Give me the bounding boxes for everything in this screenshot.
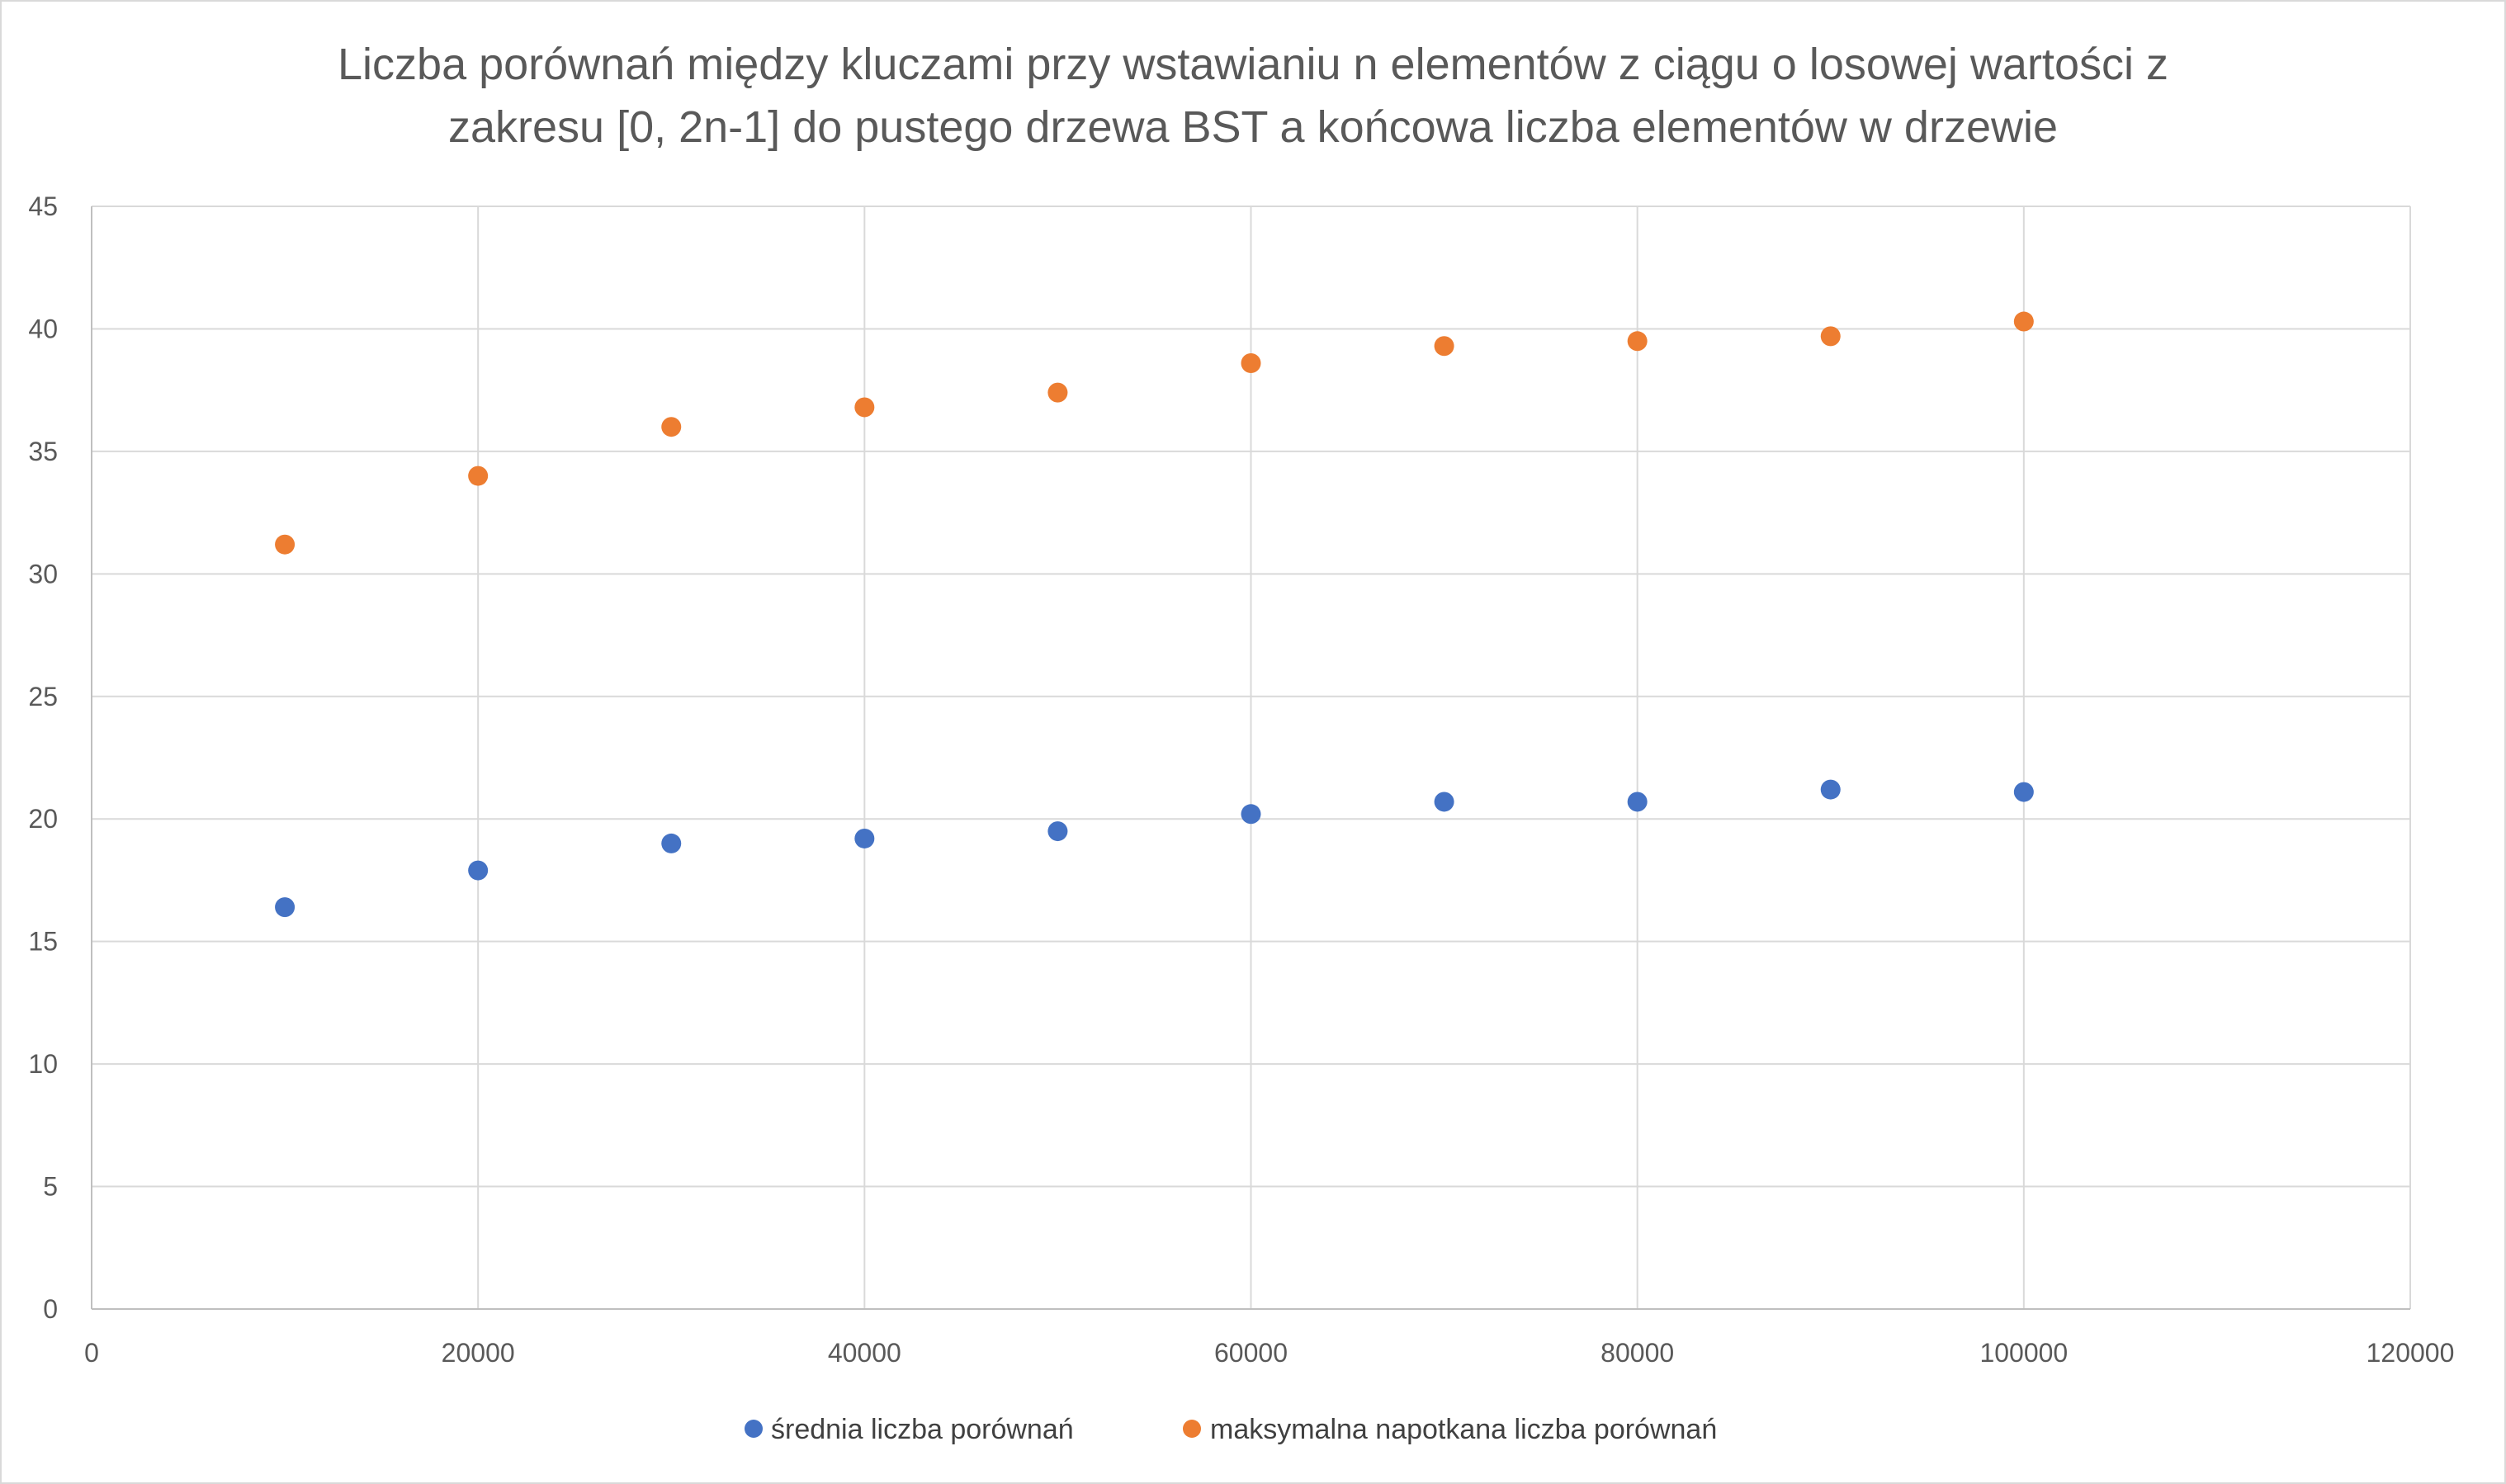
point-maksymalna bbox=[1241, 353, 1261, 374]
legend-label-maksymalna: maksymalna napotkana liczba porównań bbox=[1210, 1414, 1717, 1445]
legend-marker-maksymalna bbox=[1183, 1420, 1201, 1438]
point-srednia bbox=[1434, 792, 1454, 812]
x-tick-label: 80000 bbox=[1601, 1338, 1674, 1368]
y-tick-label: 5 bbox=[43, 1172, 58, 1202]
y-tick-label: 0 bbox=[43, 1294, 58, 1324]
y-tick-label: 35 bbox=[28, 437, 58, 466]
point-maksymalna bbox=[661, 417, 682, 437]
point-srednia bbox=[468, 860, 489, 881]
legend: średnia liczba porównań maksymalna napot… bbox=[745, 1414, 1717, 1445]
point-srednia bbox=[1820, 779, 1841, 800]
x-tick-label: 20000 bbox=[442, 1338, 515, 1368]
x-tick-label: 100000 bbox=[1979, 1338, 2068, 1368]
y-tick-label: 10 bbox=[28, 1049, 58, 1079]
legend-marker-srednia bbox=[745, 1420, 763, 1438]
chart-title-line-1: Liczba porównań między kluczami przy wst… bbox=[338, 40, 2168, 89]
y-tick-label: 30 bbox=[28, 559, 58, 588]
point-maksymalna bbox=[1627, 331, 1648, 352]
chart-title-line-2: zakresu [0, 2n-1] do pustego drzewa BST … bbox=[448, 102, 2058, 152]
axes bbox=[91, 206, 2410, 1310]
point-srednia bbox=[1627, 792, 1648, 812]
point-srednia bbox=[661, 833, 682, 853]
data-points bbox=[275, 311, 2034, 918]
point-srednia bbox=[1241, 804, 1261, 825]
point-maksymalna bbox=[854, 397, 875, 418]
tick-labels: 0 5 10 15 20 25 30 35 40 45 0 20000 40000 60000 80000 1… bbox=[28, 191, 2454, 1368]
x-tick-label: 60000 bbox=[1214, 1338, 1288, 1368]
point-srednia bbox=[2013, 782, 2034, 802]
point-maksymalna bbox=[275, 534, 296, 555]
legend-label-srednia: średnia liczba porównań bbox=[771, 1414, 1074, 1445]
point-maksymalna bbox=[1434, 336, 1454, 357]
y-tick-label: 25 bbox=[28, 682, 58, 711]
y-tick-label: 20 bbox=[28, 804, 58, 834]
point-maksymalna bbox=[1047, 382, 1068, 403]
point-srednia bbox=[854, 828, 875, 848]
x-tick-label: 120000 bbox=[2367, 1338, 2455, 1368]
x-tick-label: 0 bbox=[84, 1338, 99, 1368]
point-srednia bbox=[1047, 821, 1068, 842]
gridlines bbox=[92, 206, 2411, 1309]
x-tick-label: 40000 bbox=[828, 1338, 901, 1368]
point-maksymalna bbox=[468, 466, 489, 486]
y-tick-label: 45 bbox=[28, 191, 58, 221]
y-tick-label: 40 bbox=[28, 314, 58, 343]
point-maksymalna bbox=[2013, 311, 2034, 332]
point-srednia bbox=[275, 897, 296, 918]
point-maksymalna bbox=[1820, 326, 1841, 347]
y-tick-label: 15 bbox=[28, 927, 58, 957]
